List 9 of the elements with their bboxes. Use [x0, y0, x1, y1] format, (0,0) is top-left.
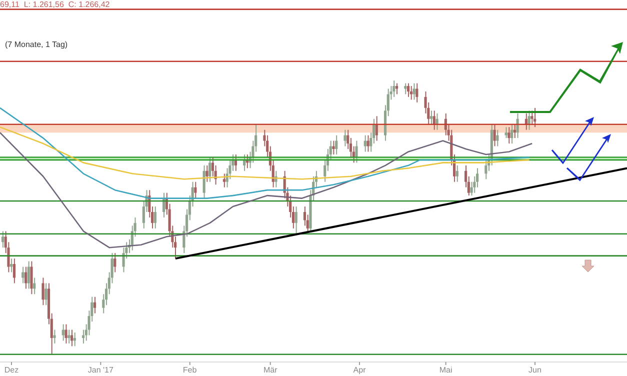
x-tick-label: Jun [528, 366, 542, 375]
text: 69,11 L: 1.261,56 C: 1.266,42 [0, 0, 110, 9]
x-tick-label: Feb [182, 366, 198, 375]
x-tick-label: Jan '17 [88, 366, 114, 375]
x-tick-label: Dez [4, 366, 19, 375]
x-tick-label: Mai [439, 366, 452, 375]
text: (7 Monate, 1 Tag) [5, 40, 68, 49]
x-tick-label: Mär [263, 366, 278, 375]
x-tick-label: Apr [353, 366, 366, 375]
